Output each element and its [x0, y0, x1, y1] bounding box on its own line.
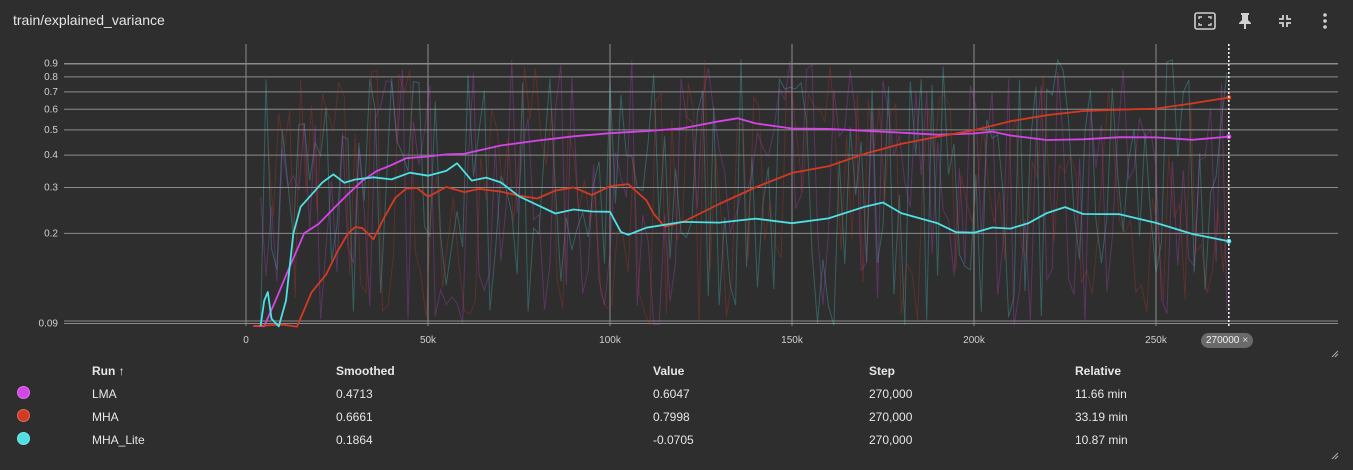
raw-trace-lma — [260, 58, 1228, 327]
col-relative[interactable]: Relative — [1075, 364, 1122, 378]
y-tick-label: 0.4 — [44, 150, 58, 161]
x-tick-label: 200k — [963, 335, 986, 346]
card-toolbar — [1187, 8, 1343, 34]
more-options-button[interactable] — [1307, 8, 1343, 34]
y-tick-label: 0.7 — [44, 87, 58, 98]
series-line-mha[interactable] — [253, 96, 1229, 328]
col-smoothed[interactable]: Smoothed — [336, 364, 395, 378]
runs-table: Run ↑ Smoothed Value Step Relative LMA 0… — [0, 360, 1275, 451]
smoothed-series — [253, 95, 1232, 328]
x-tick-label: 0 — [243, 335, 249, 346]
resize-handle-icon[interactable] — [1331, 452, 1339, 460]
y-tick-label: 0.6 — [44, 104, 58, 115]
series-line-lma[interactable] — [253, 117, 1229, 328]
y-tick-label: 0.9 — [44, 59, 58, 70]
collapse-button[interactable] — [1267, 8, 1303, 34]
run-name: LMA — [92, 386, 117, 401]
table-header-row: Run ↑ Smoothed Value Step Relative — [0, 360, 1275, 382]
col-run[interactable]: Run ↑ — [92, 364, 125, 378]
tick-labels: 0.09 0.2 0.3 0.4 0.5 0.6 0.7 0.8 0.9 0 50k 100k 150k… — [39, 59, 1168, 346]
y-tick-label: 0.2 — [44, 228, 58, 239]
more-vert-icon — [1323, 13, 1327, 29]
y-tick-label: 0.5 — [44, 125, 58, 136]
relative-time: 10.87 min — [1075, 432, 1128, 447]
table-row[interactable]: MHA 0.6661 0.7998 270,000 33.19 min — [0, 405, 1275, 428]
pin-button[interactable] — [1227, 8, 1263, 34]
pin-icon — [1239, 13, 1251, 29]
x-tick-label: 150k — [781, 335, 804, 346]
hover-step-label: 270000 — [1206, 335, 1240, 346]
run-name: MHA_Lite — [92, 432, 145, 447]
raw-value: 0.7998 — [653, 409, 690, 424]
col-value[interactable]: Value — [653, 364, 685, 378]
table-row[interactable]: MHA_Lite 0.1864 -0.0705 270,000 10.87 mi… — [0, 428, 1275, 451]
chart-title: train/explained_variance — [13, 12, 165, 28]
y-tick-label: 0.3 — [44, 183, 58, 194]
step-value: 270,000 — [869, 409, 913, 424]
relative-time: 11.66 min — [1075, 386, 1127, 401]
col-step[interactable]: Step — [869, 364, 896, 378]
series-line-mha-lite[interactable] — [259, 162, 1229, 328]
y-tick-label: 0.8 — [44, 72, 58, 83]
grid-lines — [64, 44, 1338, 326]
step-value: 270,000 — [869, 432, 913, 447]
run-color-swatch[interactable] — [17, 385, 30, 399]
collapse-icon — [1279, 15, 1291, 27]
hover-step-chip[interactable]: 270000 × — [1201, 333, 1254, 348]
run-color-swatch[interactable] — [17, 431, 30, 445]
raw-value: -0.0705 — [653, 432, 694, 447]
run-name: MHA — [92, 409, 119, 424]
fullscreen-button[interactable] — [1187, 8, 1223, 34]
fullscreen-icon — [1194, 12, 1216, 30]
raw-trace-mha_lite — [267, 59, 1230, 326]
step-value: 270,000 — [869, 386, 913, 401]
clear-hover-icon[interactable]: × — [1242, 335, 1249, 346]
line-chart[interactable]: 0.09 0.2 0.3 0.4 0.5 0.6 0.7 0.8 0.9 0 50k 100k 150k… — [0, 40, 1353, 360]
x-tick-label: 50k — [420, 335, 437, 346]
x-tick-label: 100k — [599, 335, 622, 346]
resize-handle-icon[interactable] — [1331, 350, 1339, 358]
x-tick-label: 250k — [1145, 335, 1168, 346]
smoothed-value: 0.4713 — [336, 386, 373, 401]
table-row[interactable]: LMA 0.4713 0.6047 270,000 11.66 min — [0, 382, 1275, 405]
relative-time: 33.19 min — [1075, 409, 1128, 424]
raw-value: 0.6047 — [653, 386, 690, 401]
run-color-swatch[interactable] — [17, 408, 30, 422]
smoothed-value: 0.6661 — [336, 409, 373, 424]
y-tick-label: 0.09 — [39, 318, 59, 329]
smoothed-value: 0.1864 — [336, 432, 373, 447]
